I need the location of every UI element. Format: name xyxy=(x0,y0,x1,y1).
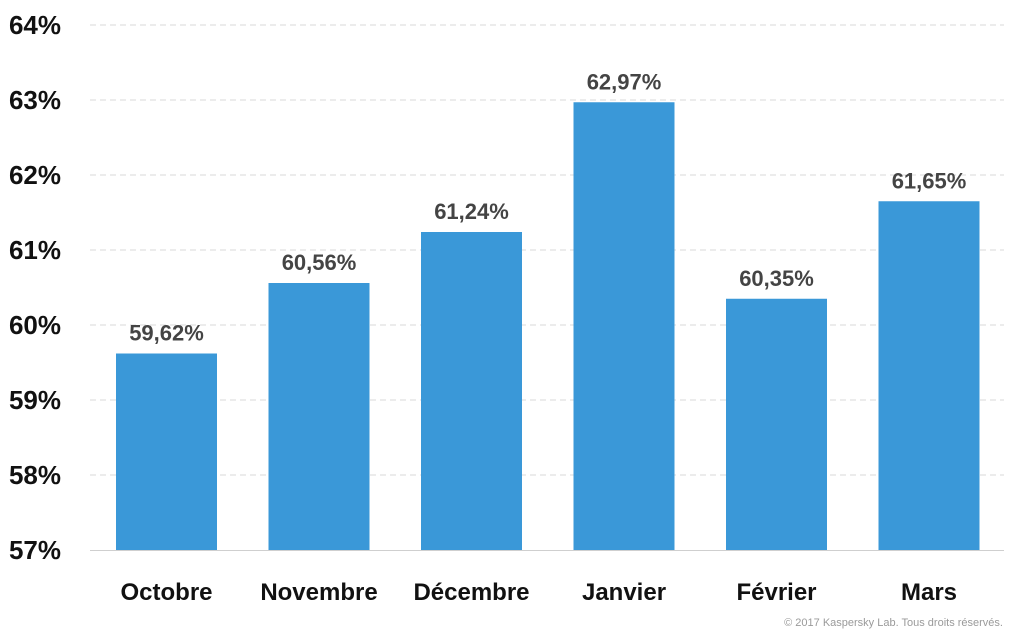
data-label: 60,35% xyxy=(739,266,814,291)
y-tick-label: 63% xyxy=(9,85,61,115)
bar-octobre xyxy=(116,353,217,550)
bar-décembre xyxy=(421,232,522,550)
x-tick-label: Février xyxy=(736,579,816,606)
y-tick-label: 57% xyxy=(9,535,61,565)
data-label: 59,62% xyxy=(129,321,204,346)
grid-lines xyxy=(90,24,1004,476)
x-tick-label: Mars xyxy=(901,579,957,606)
x-tick-label: Janvier xyxy=(582,579,666,606)
copyright-notice: © 2017 Kaspersky Lab. Tous droits réserv… xyxy=(784,617,1003,629)
y-tick-label: 59% xyxy=(9,385,61,415)
y-axis-tick-labels: 57% 58% 59% 60% 61% 62% 63% 64% xyxy=(9,10,61,565)
bar-février xyxy=(726,298,827,550)
data-label: 61,65% xyxy=(892,168,967,193)
data-label: 62,97% xyxy=(587,69,662,94)
x-tick-label: Novembre xyxy=(260,579,377,606)
x-tick-label: Octobre xyxy=(120,579,212,606)
data-labels: 59,62% 60,56% 61,24% 62,97% 60,35% 61,65% xyxy=(129,69,966,345)
y-tick-label: 62% xyxy=(9,160,61,190)
y-tick-label: 64% xyxy=(9,10,61,40)
data-label: 60,56% xyxy=(282,250,357,275)
x-axis-tick-labels: Octobre Novembre Décembre Janvier Février Mar… xyxy=(120,579,957,606)
y-tick-label: 58% xyxy=(9,460,61,490)
bar-novembre xyxy=(268,283,370,550)
bar-janvier xyxy=(573,102,675,550)
y-tick-label: 61% xyxy=(9,235,61,265)
bar-mars xyxy=(878,201,980,550)
bars xyxy=(116,102,980,550)
data-label: 61,24% xyxy=(434,199,509,224)
x-tick-label: Décembre xyxy=(413,579,529,606)
y-tick-label: 60% xyxy=(9,310,61,340)
